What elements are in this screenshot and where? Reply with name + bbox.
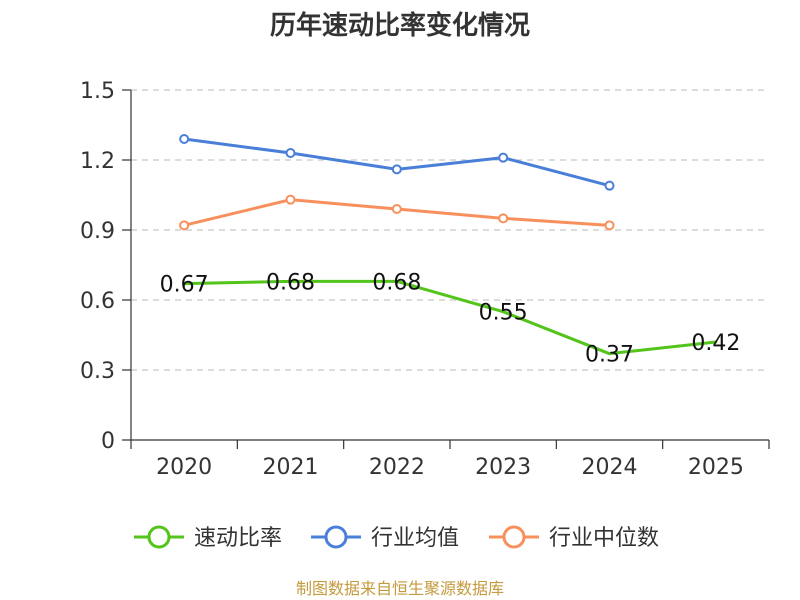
data-label-layer: 0.67 0.68 0.68 0.55 0.37 0.42: [160, 270, 741, 367]
data-point: [498, 213, 509, 224]
legend-label: 行业均值: [371, 526, 459, 551]
data-label: 0.67: [160, 273, 209, 298]
y-tick-label: 1.5: [80, 79, 115, 104]
axis-layer: 0 0.3 0.6 0.9 1.2 1.5 2020 2021 2022 2023 2024 2025: [80, 79, 770, 480]
source-note: 制图数据来自恒生聚源数据库: [296, 579, 504, 598]
legend-item-1[interactable]: 行业均值: [311, 525, 459, 551]
y-tick-label: 0.6: [80, 289, 115, 314]
data-point: [179, 220, 190, 231]
grid-layer: [131, 89, 769, 371]
chart-title: 历年速动比率变化情况: [270, 10, 530, 41]
y-tick-label: 0: [101, 429, 115, 454]
legend-marker: [324, 525, 348, 549]
data-label: 0.68: [266, 270, 315, 295]
data-point: [498, 152, 509, 163]
y-tick-label: 1.2: [80, 149, 115, 174]
data-point: [285, 148, 296, 158]
data-point: [391, 164, 402, 175]
series-layer: [179, 134, 718, 356]
data-point: [285, 194, 296, 205]
data-point: [604, 220, 615, 231]
x-tick-label: 2024: [582, 455, 638, 480]
x-tick-label: 2021: [263, 455, 319, 480]
series-line-0: [182, 279, 718, 356]
x-tick-label: 2022: [369, 455, 425, 480]
data-label: 0.37: [585, 343, 634, 368]
x-tick-label: 2023: [475, 455, 531, 480]
x-tick-label: 2025: [688, 455, 744, 480]
x-tick-label: 2020: [156, 455, 212, 480]
legend-item-0[interactable]: 速动比率: [134, 525, 282, 551]
y-tick-label: 0.3: [80, 359, 115, 384]
legend: 速动比率 行业均值 行业中位数: [134, 525, 659, 551]
y-tick-label: 0.9: [80, 219, 115, 244]
data-point: [604, 180, 615, 191]
data-label: 0.55: [479, 301, 528, 326]
data-label: 0.68: [372, 270, 421, 295]
data-label: 0.42: [691, 331, 740, 356]
series-line-1: [182, 137, 611, 188]
legend-item-2[interactable]: 行业中位数: [489, 525, 659, 551]
data-point: [179, 134, 190, 144]
legend-label: 行业中位数: [549, 526, 659, 551]
data-point: [391, 204, 402, 214]
legend-label: 速动比率: [194, 526, 282, 551]
legend-marker: [502, 525, 526, 549]
legend-marker: [147, 525, 171, 549]
